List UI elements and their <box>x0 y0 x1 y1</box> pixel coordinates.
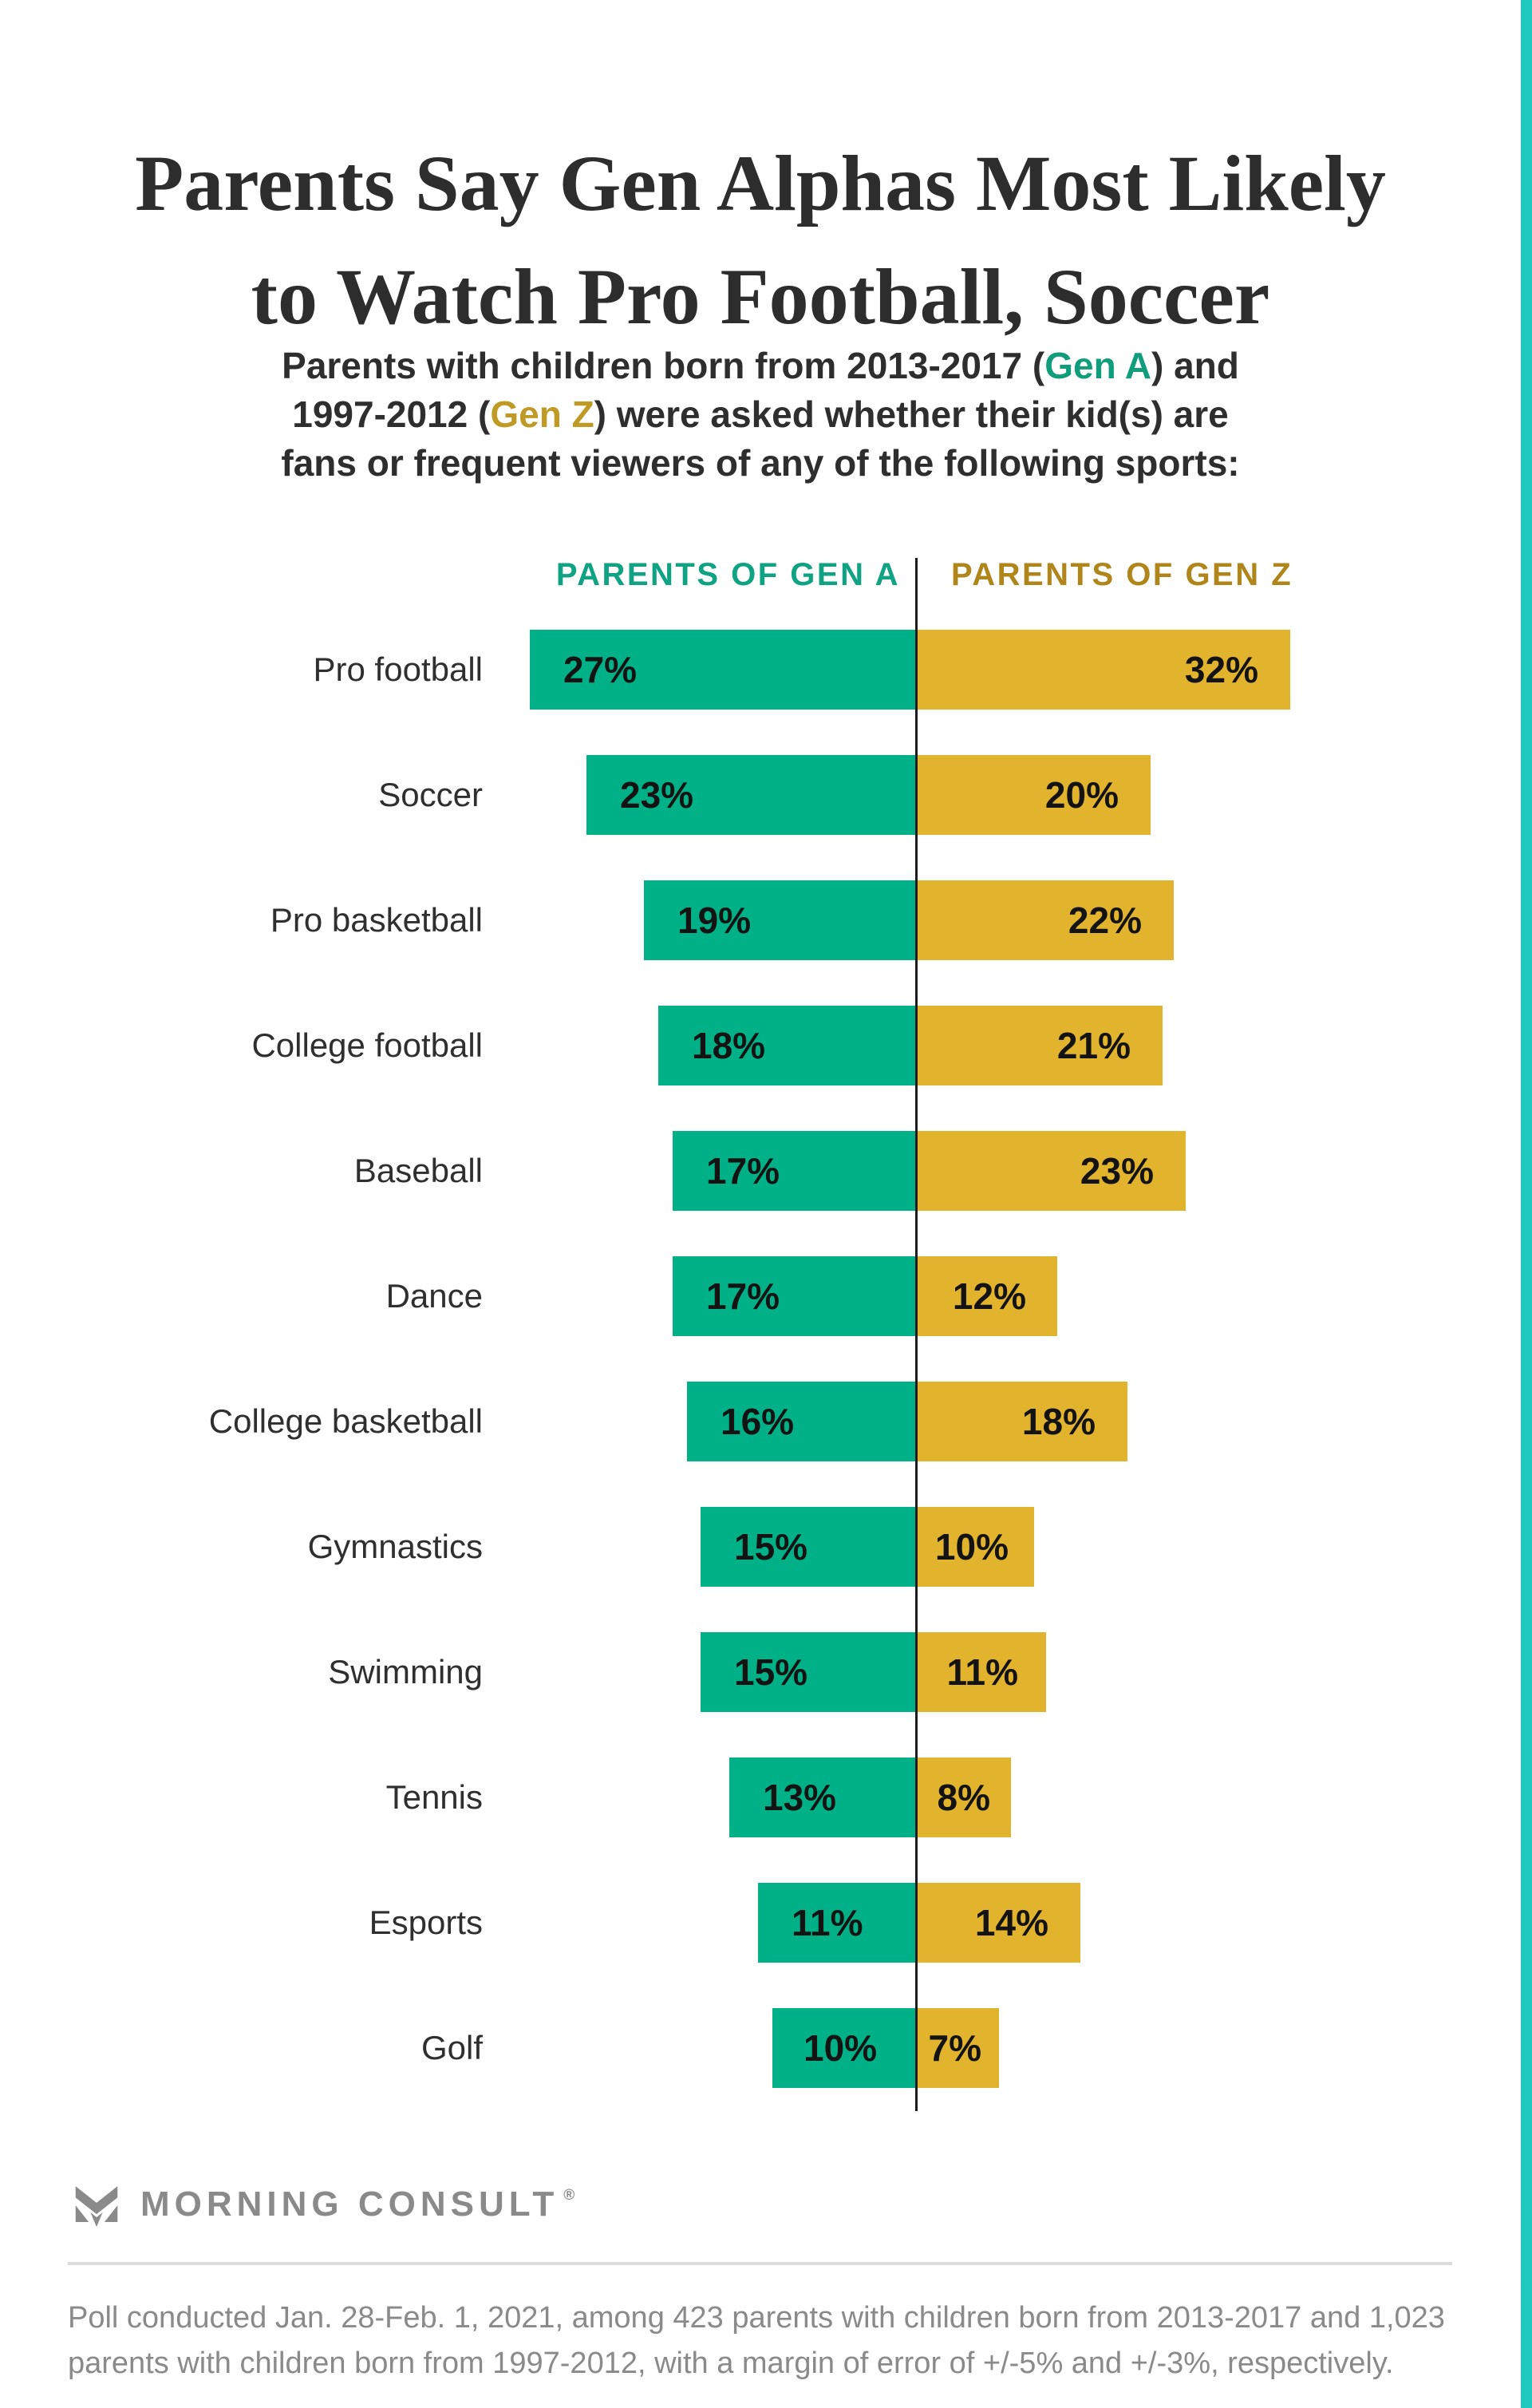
category-label: Tennis <box>385 1778 483 1816</box>
bar-gen-z: 7% <box>918 2008 999 2088</box>
bar-gen-z: 32% <box>918 630 1290 710</box>
footer-divider-line <box>68 2262 1452 2265</box>
right-edge-accent-stripe <box>1521 0 1532 2408</box>
bar-gen-z: 12% <box>918 1256 1057 1336</box>
chart-title-line2: to Watch Pro Football, Soccer <box>251 252 1270 341</box>
value-label-gen-z: 18% <box>1021 1401 1096 1442</box>
category-label: College basketball <box>208 1402 483 1440</box>
chart-row: College football 18% 21% <box>0 1006 1532 1085</box>
bar-gen-a: 18% <box>658 1006 915 1085</box>
category-label: Pro football <box>313 650 483 688</box>
bar-gen-z: 23% <box>918 1131 1186 1211</box>
chart-row: Pro football 27% 32% <box>0 630 1532 710</box>
bar-gen-a: 23% <box>586 755 915 835</box>
value-label-gen-a: 27% <box>563 649 638 690</box>
subtitle-line1-post: ) and <box>1151 345 1239 386</box>
subtitle-line1-pre: Parents with children born from 2013-201… <box>282 345 1045 386</box>
bar-gen-a: 15% <box>701 1632 915 1712</box>
column-header-gen-z: PARENTS OF GEN Z <box>951 557 1293 592</box>
value-label-gen-z: 12% <box>952 1275 1026 1317</box>
value-label-gen-z: 20% <box>1044 774 1119 816</box>
chart-row: Esports 11% 14% <box>0 1883 1532 1963</box>
bar-gen-a: 16% <box>687 1382 915 1461</box>
chart-title-line1: Parents Say Gen Alphas Most Likely <box>135 139 1386 227</box>
value-label-gen-a: 13% <box>763 1777 837 1818</box>
bar-gen-z: 20% <box>918 755 1151 835</box>
registered-trademark-symbol: ® <box>563 2187 575 2204</box>
bar-gen-a: 13% <box>729 1758 915 1837</box>
chart-row: Baseball 17% 23% <box>0 1131 1532 1211</box>
value-label-gen-z: 23% <box>1080 1150 1154 1192</box>
column-header-gen-a: PARENTS OF GEN A <box>555 557 900 592</box>
gen-a-inline-label: Gen A <box>1044 345 1151 386</box>
bar-gen-a: 19% <box>644 880 915 960</box>
bar-chart-rows: Pro football 27% 32% Soccer 23% 20% Pro basket… <box>0 630 1532 2133</box>
chart-row: Golf 10% 7% <box>0 2008 1532 2088</box>
value-label-gen-z: 14% <box>974 1902 1048 1943</box>
category-label: Pro basketball <box>270 901 483 939</box>
bar-gen-z: 8% <box>918 1758 1011 1837</box>
bar-gen-z: 22% <box>918 880 1174 960</box>
bar-gen-a: 10% <box>772 2008 915 2088</box>
category-label: College football <box>251 1026 483 1064</box>
category-label: Baseball <box>353 1152 483 1189</box>
value-label-gen-a: 23% <box>620 774 694 816</box>
morning-consult-wordmark: MORNING CONSULT <box>140 2185 559 2224</box>
value-label-gen-a: 17% <box>706 1150 780 1192</box>
value-label-gen-z: 8% <box>937 1777 990 1818</box>
value-label-gen-z: 10% <box>934 1526 1009 1568</box>
category-label: Golf <box>421 2029 483 2066</box>
value-label-gen-z: 22% <box>1068 900 1142 941</box>
category-label: Swimming <box>328 1653 483 1690</box>
value-label-gen-a: 18% <box>692 1025 766 1066</box>
bar-gen-a: 15% <box>701 1507 915 1587</box>
bar-gen-a: 17% <box>673 1256 915 1336</box>
value-label-gen-a: 11% <box>792 1902 863 1943</box>
bar-gen-z: 14% <box>918 1883 1080 1963</box>
chart-row: Pro basketball 19% 22% <box>0 880 1532 960</box>
chart-row: Soccer 23% 20% <box>0 755 1532 835</box>
footnote-line2: parents with children born from 1997-201… <box>68 2347 1394 2380</box>
value-label-gen-z: 7% <box>928 2027 981 2069</box>
chart-subtitle: Parents with children born from 2013-201… <box>0 342 1521 488</box>
subtitle-line2-post: ) were asked whether their kid(s) are <box>594 393 1229 435</box>
bar-gen-z: 11% <box>918 1632 1046 1712</box>
chart-row: Swimming 15% 11% <box>0 1632 1532 1712</box>
chart-row: Gymnastics 15% 10% <box>0 1507 1532 1587</box>
bar-gen-a: 27% <box>530 630 915 710</box>
value-label-gen-a: 17% <box>706 1275 780 1317</box>
chart-row: Dance 17% 12% <box>0 1256 1532 1336</box>
value-label-gen-a: 19% <box>677 900 752 941</box>
subtitle-line2-pre: 1997-2012 ( <box>292 393 491 435</box>
morning-consult-logo: MORNING CONSULT ® <box>73 2184 574 2227</box>
value-label-gen-a: 15% <box>734 1526 808 1568</box>
chart-row: College basketball 16% 18% <box>0 1382 1532 1461</box>
category-label: Soccer <box>378 776 483 813</box>
subtitle-line1: Parents with children born from 2013-201… <box>0 342 1521 390</box>
chart-row: Tennis 13% 8% <box>0 1758 1532 1837</box>
value-label-gen-a: 16% <box>721 1401 795 1442</box>
value-label-gen-z: 32% <box>1184 649 1258 690</box>
value-label-gen-a: 10% <box>804 2027 878 2069</box>
bar-gen-z: 10% <box>918 1507 1034 1587</box>
bar-gen-z: 18% <box>918 1382 1127 1461</box>
value-label-gen-a: 15% <box>734 1651 808 1693</box>
value-label-gen-z: 21% <box>1056 1025 1131 1066</box>
chart-title: Parents Say Gen Alphas Most Likely to Wa… <box>0 127 1521 354</box>
category-label: Esports <box>369 1904 483 1941</box>
category-label: Dance <box>385 1277 483 1315</box>
center-axis-line <box>915 558 918 2111</box>
category-label: Gymnastics <box>307 1528 483 1565</box>
subtitle-line3: fans or frequent viewers of any of the f… <box>281 442 1240 484</box>
gen-z-inline-label: Gen Z <box>490 393 594 435</box>
subtitle-line2: 1997-2012 (Gen Z) were asked whether the… <box>0 390 1521 439</box>
methodology-footnote: Poll conducted Jan. 28-Feb. 1, 2021, amo… <box>68 2295 1472 2386</box>
morning-consult-m-icon <box>75 2186 118 2227</box>
bar-gen-a: 17% <box>673 1131 915 1211</box>
bar-gen-z: 21% <box>918 1006 1163 1085</box>
value-label-gen-z: 11% <box>946 1651 1018 1693</box>
footnote-line1: Poll conducted Jan. 28-Feb. 1, 2021, amo… <box>68 2301 1445 2335</box>
bar-gen-a: 11% <box>758 1883 915 1963</box>
